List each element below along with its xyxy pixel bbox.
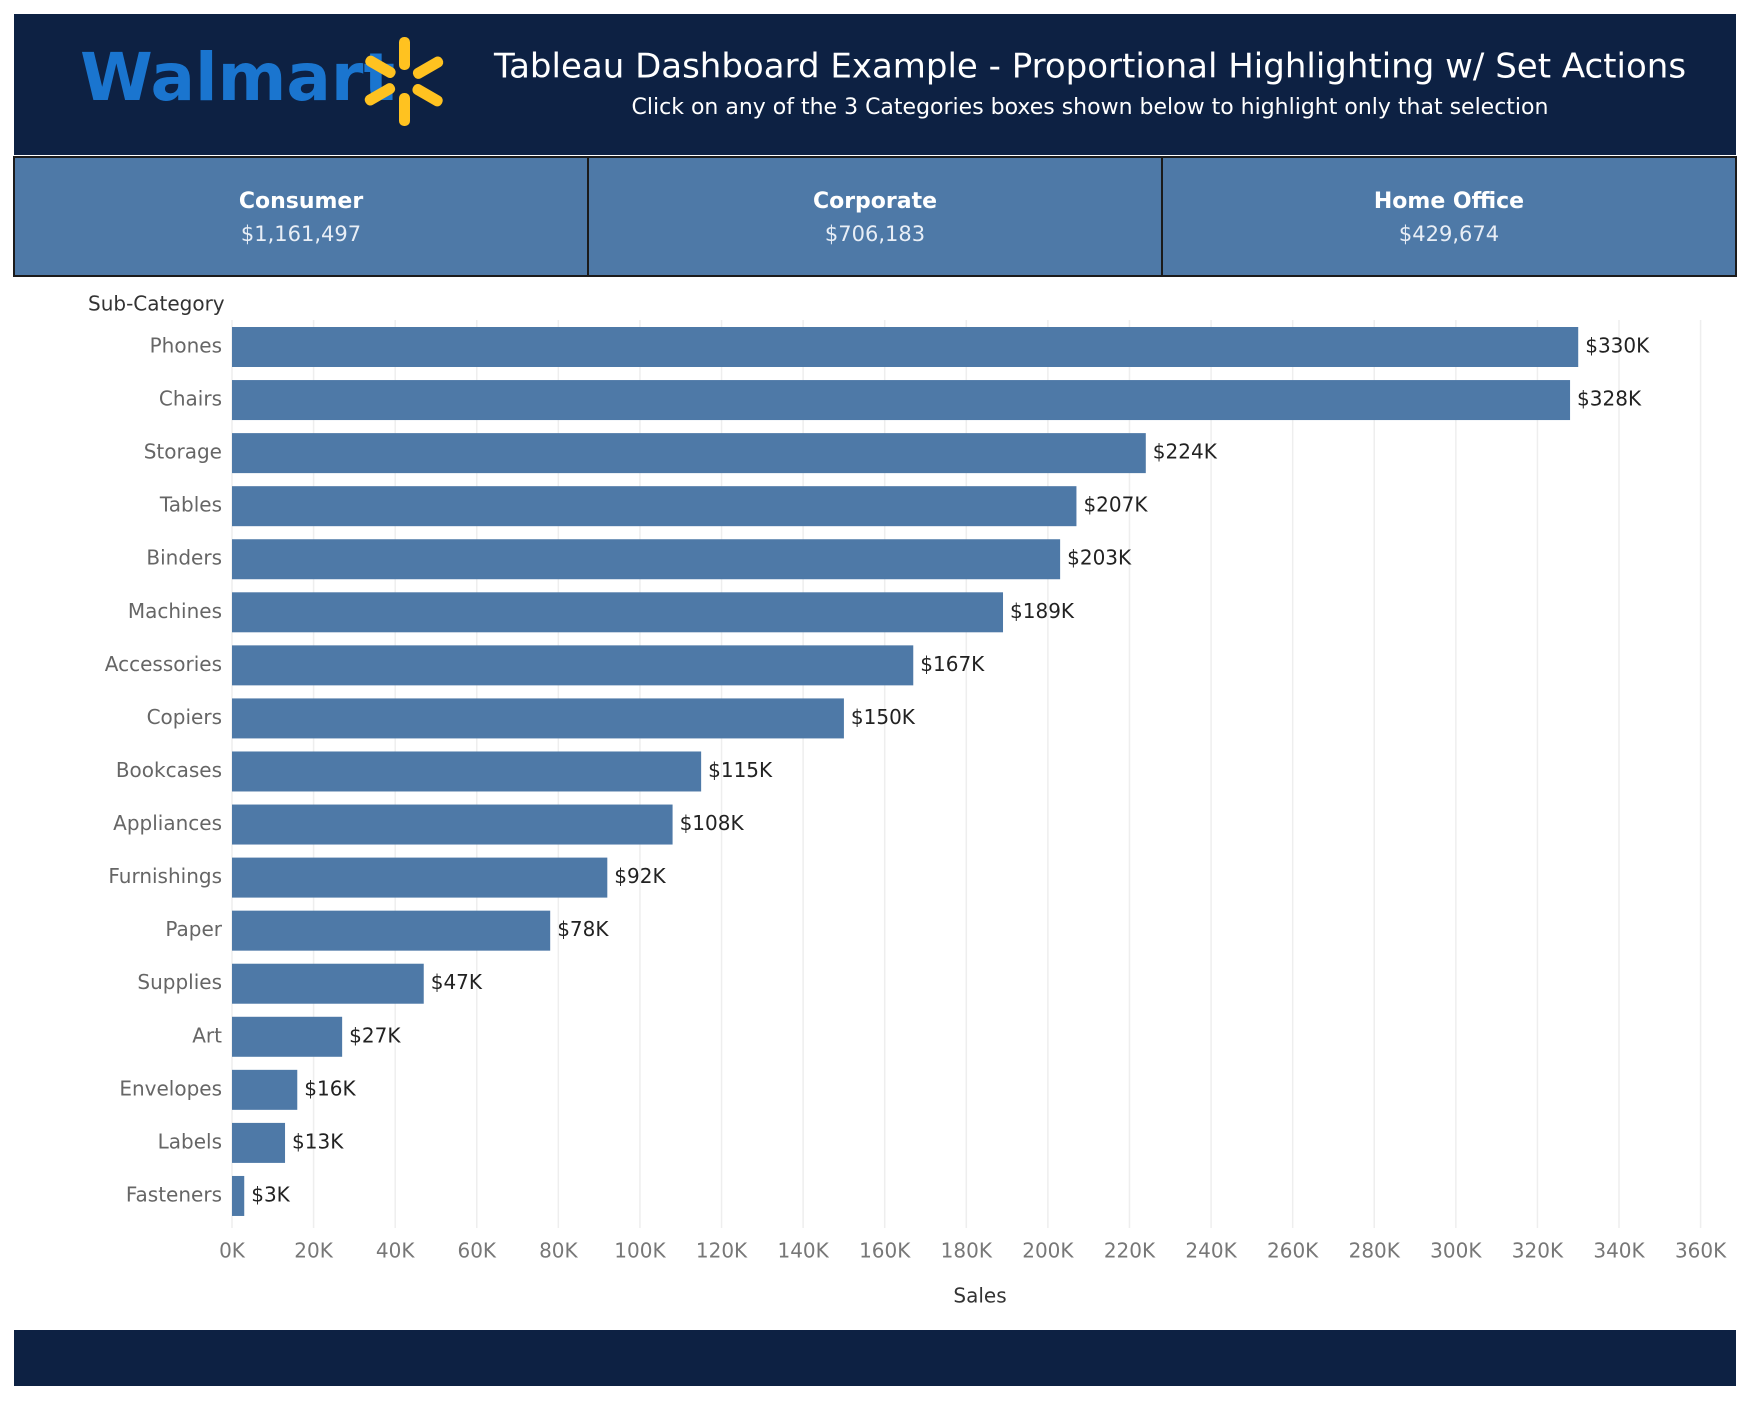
bar — [232, 645, 914, 686]
y-tick-label: Appliances — [113, 811, 222, 835]
bar — [232, 698, 844, 739]
value-label: $78K — [557, 917, 609, 941]
x-tick-label: 260K — [1267, 1239, 1319, 1263]
x-tick-label: 200K — [1022, 1239, 1074, 1263]
value-label: $3K — [251, 1182, 290, 1206]
x-tick-label: 80K — [539, 1239, 578, 1263]
value-label: $115K — [708, 758, 773, 782]
x-tick-label: 60K — [457, 1239, 496, 1263]
value-label: $224K — [1153, 440, 1218, 464]
bar — [232, 486, 1077, 527]
bar — [232, 592, 1004, 633]
bar — [232, 1122, 286, 1163]
value-label: $203K — [1067, 546, 1132, 570]
subtitle: Click on any of the 3 Categories boxes s… — [632, 95, 1549, 120]
y-tick-label: Fasteners — [126, 1182, 222, 1206]
y-tick-label: Storage — [144, 440, 222, 464]
x-tick-label: 340K — [1593, 1239, 1645, 1263]
x-tick-label: 140K — [777, 1239, 829, 1263]
bar — [232, 327, 1579, 367]
value-label: $150K — [851, 705, 916, 729]
segment-value: $1,161,497 — [241, 222, 361, 246]
value-label: $167K — [920, 652, 985, 676]
value-label: $207K — [1083, 493, 1148, 517]
y-tick-label: Bookcases — [116, 758, 222, 782]
value-label: $328K — [1577, 387, 1642, 411]
bar — [232, 910, 551, 951]
segment-box[interactable] — [587, 156, 1163, 277]
x-tick-label: 360K — [1675, 1239, 1727, 1263]
segment-value: $429,674 — [1399, 222, 1499, 246]
bar — [232, 804, 673, 845]
x-tick-label: 180K — [941, 1239, 993, 1263]
value-label: $16K — [304, 1076, 356, 1100]
y-tick-label: Furnishings — [108, 864, 222, 888]
segment-value: $706,183 — [825, 222, 925, 246]
y-tick-label: Machines — [128, 599, 222, 623]
x-tick-label: 20K — [294, 1239, 333, 1263]
value-label: $47K — [431, 970, 483, 994]
y-tick-label: Chairs — [159, 387, 222, 411]
x-tick-label: 120K — [696, 1239, 748, 1263]
y-tick-label: Binders — [146, 546, 222, 570]
bar — [232, 539, 1061, 580]
bar — [232, 751, 702, 792]
bar — [232, 433, 1146, 474]
x-tick-label: 160K — [859, 1239, 911, 1263]
logo-text: Walmart — [80, 39, 395, 116]
bar — [232, 963, 424, 1004]
y-tick-label: Envelopes — [119, 1076, 222, 1100]
bar — [232, 1069, 298, 1110]
y-tick-label: Copiers — [147, 705, 222, 729]
segment-box[interactable] — [1161, 156, 1737, 277]
footer-band — [14, 1330, 1736, 1386]
x-tick-label: 40K — [376, 1239, 415, 1263]
y-axis-title: Sub-Category — [88, 292, 225, 316]
y-tick-label: Accessories — [105, 652, 222, 676]
y-tick-label: Phones — [150, 334, 222, 358]
y-tick-label: Tables — [159, 493, 222, 517]
x-tick-label: 280K — [1349, 1239, 1401, 1263]
x-tick-label: 0K — [219, 1239, 246, 1263]
header-band — [14, 14, 1736, 155]
y-tick-label: Paper — [165, 917, 222, 941]
bar — [232, 1016, 343, 1057]
value-label: $330K — [1585, 334, 1650, 358]
bar — [232, 380, 1571, 421]
value-label: $27K — [349, 1023, 401, 1047]
bar — [232, 857, 608, 898]
title: Tableau Dashboard Example - Proportional… — [493, 47, 1686, 87]
x-axis-title: Sales — [953, 1284, 1006, 1308]
x-tick-label: 100K — [614, 1239, 666, 1263]
x-tick-label: 240K — [1185, 1239, 1237, 1263]
x-tick-label: 320K — [1512, 1239, 1564, 1263]
y-tick-label: Supplies — [137, 970, 222, 994]
x-tick-label: 220K — [1104, 1239, 1156, 1263]
segment-name: Corporate — [813, 189, 937, 214]
value-label: $189K — [1010, 599, 1075, 623]
value-label: $92K — [614, 864, 666, 888]
logo-spark — [364, 37, 444, 126]
value-label: $13K — [292, 1129, 344, 1153]
segment-box[interactable] — [13, 156, 589, 277]
value-label: $108K — [680, 811, 745, 835]
segment-name: Home Office — [1374, 189, 1524, 214]
segment-name: Consumer — [239, 189, 364, 214]
x-tick-label: 300K — [1430, 1239, 1482, 1263]
y-tick-label: Art — [192, 1023, 222, 1047]
bar — [232, 1175, 245, 1216]
y-tick-label: Labels — [158, 1129, 222, 1153]
